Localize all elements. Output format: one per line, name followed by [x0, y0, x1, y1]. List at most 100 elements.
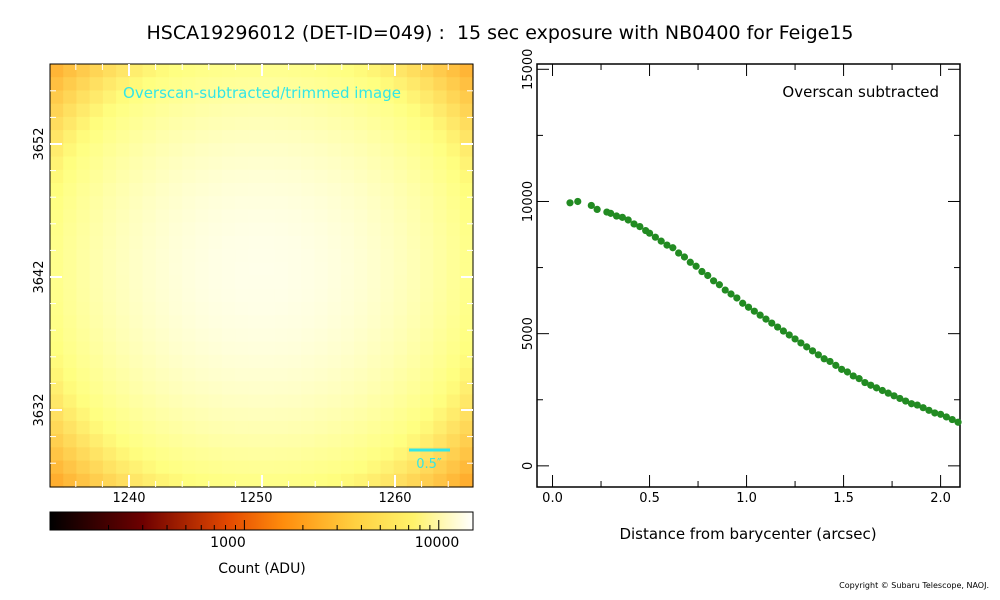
image-pixel: [168, 275, 183, 290]
image-pixel: [221, 420, 236, 435]
image-pixel: [261, 196, 276, 211]
plot-x-tick-labels: 0.0 0.5 1.0 1.5 2.0: [542, 491, 951, 506]
image-pixel: [406, 209, 421, 224]
image-pixel: [420, 460, 434, 475]
image-pixel: [446, 209, 461, 224]
image-pixel: [221, 407, 236, 422]
image-pixel: [380, 169, 395, 184]
image-pixel: [314, 460, 329, 475]
image-pixel: [367, 64, 382, 78]
image-pixel: [235, 77, 249, 92]
image-pixel: [208, 368, 223, 382]
image-pixel: [116, 235, 130, 250]
image-pixel: [274, 116, 289, 131]
data-point: [739, 299, 747, 307]
image-pixel: [195, 328, 210, 343]
image-pixel: [155, 420, 170, 435]
image-pixel: [168, 130, 183, 144]
plot-x-tick-label: 1.5: [833, 491, 854, 506]
image-pixel: [406, 328, 421, 343]
image-pixel: [50, 130, 64, 144]
image-pixel: [420, 143, 434, 158]
image-pixel: [380, 407, 395, 422]
image-pixel: [235, 341, 249, 356]
image-pixel: [301, 381, 315, 396]
image-pixel: [261, 116, 276, 131]
image-pixel: [142, 235, 157, 250]
data-point: [593, 205, 601, 214]
image-pixel: [433, 77, 448, 92]
data-point: [919, 404, 927, 412]
image-pixel: [446, 182, 461, 197]
image-pixel: [142, 328, 157, 343]
image-pixel: [221, 116, 236, 131]
image-pixel: [314, 473, 329, 488]
image-pixel: [142, 447, 157, 462]
image-pixel: [195, 103, 210, 118]
image-pixel: [76, 77, 91, 92]
image-pixel: [102, 354, 117, 369]
image-pixel: [433, 130, 448, 144]
data-point: [750, 307, 758, 315]
image-pixel: [380, 222, 395, 237]
image-pixel: [221, 249, 236, 263]
image-pixel: [248, 315, 263, 329]
data-point: [797, 339, 805, 347]
image-pixel: [446, 169, 461, 184]
image-pixel: [446, 354, 461, 369]
image-pixel: [459, 460, 474, 475]
image-pixel: [76, 341, 91, 356]
image-pixel: [274, 301, 289, 316]
image-pixel: [367, 235, 382, 250]
image-panel: Overscan-subtracted/trimmed image 0.5″ 1…: [32, 63, 474, 506]
image-pixel: [50, 90, 64, 105]
image-pixel: [102, 315, 117, 329]
image-pixel: [393, 209, 408, 224]
image-pixel: [327, 156, 342, 171]
image-pixel: [261, 130, 276, 144]
image-pixel: [208, 354, 223, 369]
image-pixel: [314, 77, 329, 92]
image-pixel: [446, 222, 461, 237]
image-pixel: [261, 222, 276, 237]
data-point: [733, 294, 741, 302]
image-pixel: [446, 116, 461, 131]
image-pixel: [142, 196, 157, 211]
image-pixel: [301, 420, 315, 435]
image-pixel: [287, 156, 302, 171]
data-point: [878, 386, 886, 395]
image-pixel: [235, 394, 249, 409]
image-pixel: [287, 328, 302, 343]
image-pixel: [208, 77, 223, 92]
image-pixel: [287, 103, 302, 118]
data-point: [861, 378, 869, 387]
data-point: [913, 401, 921, 409]
image-pixel: [208, 235, 223, 250]
image-pixel: [63, 182, 78, 197]
image-pixel: [195, 156, 210, 171]
image-pixel: [380, 473, 395, 488]
image-pixel: [50, 116, 64, 131]
image-pixel: [380, 116, 395, 131]
image-pixel: [261, 209, 276, 224]
image-pixel: [168, 90, 183, 105]
image-pixel: [89, 182, 104, 197]
image-pixel: [76, 315, 91, 329]
image-pixel: [393, 315, 408, 329]
image-pixel: [76, 156, 91, 171]
image-pixel: [221, 64, 236, 78]
image-pixel: [301, 64, 315, 78]
image-pixel: [235, 434, 249, 448]
image-pixel: [63, 447, 78, 462]
image-pixel: [301, 341, 315, 356]
data-point: [721, 286, 729, 294]
image-pixel: [182, 235, 197, 250]
image-pixel: [459, 156, 474, 171]
image-pixel: [433, 328, 448, 343]
image-pixel: [102, 341, 117, 356]
image-pixel: [354, 156, 368, 171]
image-pixel: [235, 328, 249, 343]
image-pixel: [459, 77, 474, 92]
image-pixel: [208, 196, 223, 211]
image-pixel: [195, 196, 210, 211]
